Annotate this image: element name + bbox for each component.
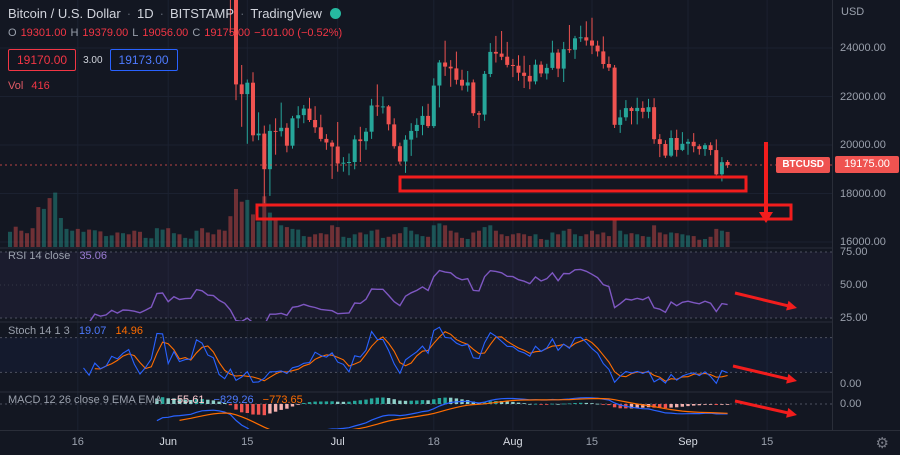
settings-gear-icon[interactable]: ⚙ — [875, 435, 889, 452]
symbol-legend: Bitcoin / U.S. Dollar · 1D · BITSTAMP · … — [8, 6, 341, 21]
separator-dot: · — [240, 6, 245, 21]
price-axis-label: 24000.00 — [840, 42, 886, 54]
stoch-pane — [0, 326, 832, 385]
time-axis-label: Jun — [159, 436, 178, 448]
currency-label[interactable]: USD — [841, 6, 865, 18]
price-axis-label: 50.00 — [840, 279, 868, 291]
close-label: C — [192, 27, 201, 39]
time-axis-label: 18 — [427, 436, 440, 448]
volume-value: 416 — [31, 80, 50, 92]
market-status-dot-icon — [329, 8, 341, 19]
rsi-title[interactable]: RSI 14 close — [8, 250, 71, 262]
separator-dot: · — [126, 6, 132, 21]
price-axis[interactable]: USD 19175.00 24000.00 22000.00 20000.00 180… — [832, 0, 900, 430]
symbol-title[interactable]: Bitcoin / U.S. Dollar — [8, 6, 121, 21]
price-axis-label: 18000.00 — [840, 187, 886, 200]
price-axis-label: 16000.00 — [840, 236, 886, 248]
sell-button[interactable]: 19170.00 — [8, 49, 77, 71]
macd-signal-value: −773.65 — [262, 394, 303, 406]
rsi-pane — [0, 251, 832, 321]
high-value: 19379.00 — [82, 27, 129, 39]
stoch-legend: Stoch 14 1 3 19.07 14.96 — [8, 325, 143, 337]
buy-button[interactable]: 19173.00 — [109, 49, 178, 71]
close-value: 19175.00 — [204, 27, 251, 39]
time-axis-label: Jul — [330, 436, 345, 448]
symbol-price-flag: BTCUSD — [776, 157, 830, 173]
stoch-k-value: 19.07 — [78, 325, 107, 337]
price-axis-label: 22000.00 — [840, 90, 886, 103]
trade-buttons: 19170.00 3.00 19173.00 — [8, 49, 178, 71]
stoch-d-value: 14.96 — [115, 325, 143, 337]
change-value: −101.00 (−0.52%) — [254, 27, 343, 39]
time-axis-label: 15 — [241, 436, 254, 448]
macd-pane — [0, 397, 832, 429]
macd-hist-value: −55.61 — [170, 394, 205, 406]
price-axis-label: 0.00 — [840, 378, 862, 390]
volume-bars — [8, 189, 730, 247]
rsi-value: 35.06 — [79, 250, 107, 262]
volume-legend[interactable]: Vol 416 — [8, 80, 50, 92]
price-axis-label: 75.00 — [840, 246, 868, 258]
macd-line-value: −829.26 — [213, 394, 254, 406]
macd-legend: MACD 12 26 close 9 EMA EMA −55.61 −829.2… — [8, 394, 303, 406]
open-label: O — [8, 27, 17, 39]
time-axis-label: Aug — [503, 436, 523, 448]
high-label: H — [70, 27, 79, 39]
candlestick-series[interactable] — [228, 0, 730, 204]
stoch-title[interactable]: Stoch 14 1 3 — [8, 325, 70, 337]
price-axis-label: 0.00 — [840, 398, 862, 410]
low-label: L — [132, 27, 139, 39]
drawing-annotations[interactable] — [255, 142, 797, 418]
chart-canvas[interactable] — [0, 0, 832, 430]
volume-label: Vol — [8, 80, 24, 92]
time-axis[interactable]: ⚙ 16 Jun 15 Jul 18 Aug 15 Sep 15 — [0, 430, 900, 455]
time-axis-label: 15 — [585, 436, 599, 448]
open-value: 19301.00 — [20, 27, 67, 39]
ohlc-readout: O 19301.00 H 19379.00 L 19056.00 C 19175… — [8, 27, 342, 39]
price-axis-label: 25.00 — [840, 312, 868, 324]
exchange-label[interactable]: BITSTAMP — [170, 6, 235, 21]
low-value: 19056.00 — [142, 27, 189, 39]
separator-dot: · — [159, 6, 165, 21]
time-axis-label: 16 — [71, 436, 84, 448]
brand-label: TradingView — [250, 6, 322, 21]
spread-value: 3.00 — [83, 54, 103, 66]
interval-button[interactable]: 1D — [137, 6, 154, 21]
time-axis-label: 15 — [760, 436, 774, 448]
time-axis-label: Sep — [678, 436, 698, 448]
price-axis-label: 20000.00 — [840, 139, 886, 151]
macd-title[interactable]: MACD 12 26 close 9 EMA EMA — [8, 394, 162, 406]
rsi-legend: RSI 14 close 35.06 — [8, 250, 107, 262]
last-price-label: 19175.00 — [835, 156, 899, 173]
